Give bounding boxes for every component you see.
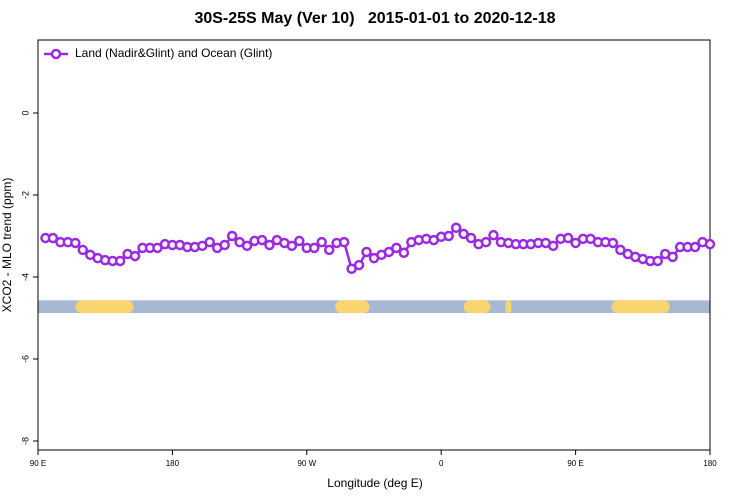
y-tick-label: 0	[20, 110, 30, 115]
data-point	[443, 230, 454, 242]
data-point	[450, 222, 462, 234]
data-point	[704, 238, 716, 250]
data-point	[241, 240, 253, 252]
legend-marker	[50, 48, 62, 60]
data-point	[570, 237, 581, 249]
data-point	[547, 240, 559, 252]
data-point	[47, 232, 59, 244]
data-point	[294, 235, 305, 247]
data-point	[607, 237, 619, 249]
y-tick-label: -4	[20, 273, 30, 281]
legend-label: Land (Nadir&Glint) and Ocean (Glint)	[75, 46, 272, 60]
data-point	[323, 244, 335, 256]
data-point	[204, 236, 215, 248]
data-point	[226, 230, 238, 242]
data-point	[488, 229, 499, 241]
land-band	[505, 300, 512, 314]
data-point	[667, 251, 678, 263]
data-point	[77, 244, 89, 256]
y-tick-label: -2	[20, 191, 30, 199]
data-point	[219, 239, 230, 251]
data-point	[615, 244, 626, 256]
data-point	[309, 242, 320, 254]
data-point	[286, 240, 298, 252]
data-point	[562, 232, 574, 244]
x-tick-label: 90 E	[30, 459, 46, 468]
x-tick-label: 180	[166, 459, 180, 468]
data-point	[129, 250, 141, 262]
data-point	[338, 236, 350, 248]
data-point	[458, 228, 469, 240]
data-point	[353, 259, 365, 271]
land-band	[611, 300, 670, 314]
data-point	[465, 232, 477, 244]
y-tick-label: -6	[20, 355, 30, 363]
chart-title: 30S-25S May (Ver 10) 2015-01-01 to 2020-…	[194, 10, 555, 27]
x-tick-label: 180	[703, 459, 717, 468]
x-tick-label: 0	[439, 459, 444, 468]
ocean-band	[38, 300, 710, 314]
data-point	[391, 242, 402, 254]
y-tick-label: -8	[20, 437, 30, 445]
x-axis-label: Longitude (deg E)	[327, 476, 422, 490]
data-point	[264, 239, 275, 251]
data-point	[114, 255, 126, 267]
data-point	[361, 246, 372, 258]
land-band	[463, 300, 491, 314]
data-point	[383, 246, 395, 258]
data-point	[652, 255, 663, 267]
x-tick-label: 90 W	[297, 459, 316, 468]
data-point	[398, 247, 410, 259]
data-point	[316, 236, 327, 248]
data-point	[256, 234, 268, 246]
data-point	[70, 237, 81, 249]
land-band	[75, 300, 134, 314]
land-band	[335, 300, 370, 314]
data-point	[689, 241, 701, 253]
y-axis-label: XCO2 - MLO trend (ppm)	[0, 178, 14, 313]
x-tick-label: 90 E	[567, 459, 583, 468]
data-point	[480, 236, 492, 248]
